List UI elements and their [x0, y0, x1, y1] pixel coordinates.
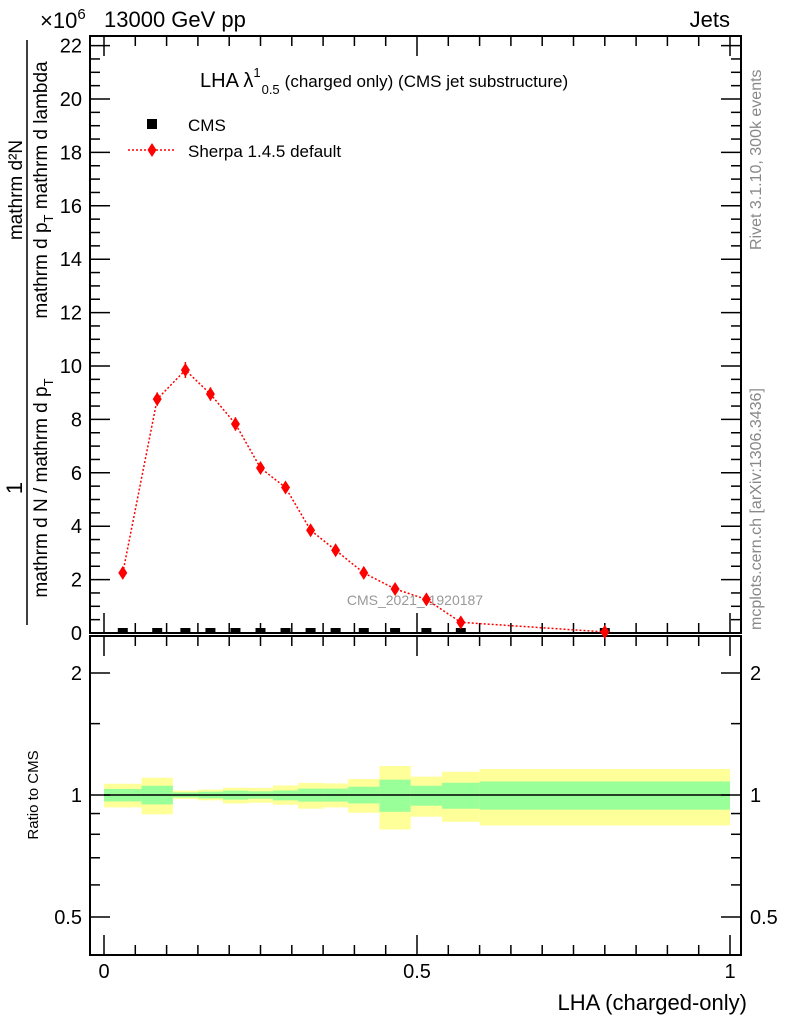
cms-data-point — [455, 628, 466, 634]
y-tick-label: 8 — [71, 409, 82, 431]
cms-data-point — [421, 628, 432, 634]
y-label-numerator-2: mathrm d²N — [6, 140, 27, 240]
y-label-denominator-2: mathrm d pT mathrm d lambda — [31, 61, 56, 319]
y-tick-label: 0 — [71, 623, 82, 645]
legend-sherpa-marker — [147, 143, 157, 157]
ratio-y-tick-label-right: 0.5 — [750, 907, 778, 929]
sherpa-data-point — [456, 615, 466, 630]
sherpa-data-point — [600, 624, 610, 639]
cms-data-point — [230, 628, 241, 634]
sherpa-data-point — [331, 543, 341, 558]
ratio-y-tick-label-left: 2 — [71, 663, 82, 685]
cms-data-point — [152, 628, 163, 634]
x-tick-label: 0.5 — [403, 961, 431, 983]
y-tick-label: 20 — [60, 89, 82, 111]
main-frame — [89, 35, 742, 634]
ratio-y-tick-label-left: 0.5 — [54, 907, 82, 929]
legend-cms-marker — [147, 119, 157, 129]
sherpa-data-point — [118, 565, 128, 580]
cms-data-point — [358, 628, 369, 634]
text-span: mathrm d N / mathrm d p — [31, 386, 52, 597]
text-span: 6 — [77, 6, 85, 23]
cms-data-point — [180, 628, 191, 634]
x-axis-label: LHA (charged-only) — [557, 990, 747, 1015]
ratio-y-tick-label-right: 2 — [750, 663, 761, 685]
cms-data-point — [280, 628, 291, 634]
plot-title: LHA λ10.5 (charged only) (CMS jet substru… — [200, 65, 568, 97]
y-tick-label: 10 — [60, 356, 82, 378]
sherpa-data-point — [390, 581, 400, 596]
ratio-y-tick-label-right: 1 — [750, 785, 761, 807]
sherpa-data-point — [205, 387, 215, 402]
text-span: mathrm d lambda — [31, 61, 52, 215]
legend-sherpa-label: Sherpa 1.4.5 default — [188, 142, 341, 161]
sherpa-data-point — [152, 392, 162, 407]
y-tick-label: 2 — [71, 570, 82, 592]
text-span: 1 — [253, 65, 260, 80]
sherpa-data-point — [230, 416, 240, 431]
y-tick-label: 14 — [60, 249, 82, 271]
y-tick-label: 6 — [71, 463, 82, 485]
text-span: LHA λ — [200, 70, 253, 92]
sherpa-data-point — [256, 460, 265, 475]
mcplots-label: mcplots.cern.ch [arXiv:1306.3436] — [748, 388, 765, 630]
y-tick-label: 22 — [60, 36, 82, 58]
text-span: ×10 — [40, 8, 77, 33]
x-tick-label: 1 — [724, 961, 735, 983]
cms-data-point — [205, 628, 216, 634]
analysis-watermark: CMS_2021_I1920187 — [347, 592, 483, 608]
text-span: mathrm d p — [31, 222, 52, 318]
ratio-y-tick-label-left: 1 — [71, 785, 82, 807]
cms-data-point — [330, 628, 341, 634]
sherpa-data-point — [359, 565, 369, 580]
y-tick-label: 4 — [71, 516, 82, 538]
sherpa-data-point — [421, 592, 431, 607]
y-label-numerator-1: 1 — [2, 482, 27, 494]
y-label-denominator-1: mathrm d N / mathrm d pT — [31, 378, 56, 597]
y-tick-label: 12 — [60, 303, 82, 325]
cms-data-point — [305, 628, 316, 634]
text-span: T — [41, 378, 56, 386]
y-tick-label: 16 — [60, 196, 82, 218]
x-tick-label: 0 — [98, 961, 109, 983]
y-axis-exponent: ×106 — [40, 6, 86, 33]
text-span: (charged only) (CMS jet substructure) — [285, 72, 568, 91]
legend-cms-label: CMS — [188, 116, 226, 135]
cms-data-point — [255, 628, 266, 634]
ratio-y-axis-label: Ratio to CMS — [25, 750, 42, 839]
cms-data-point — [117, 628, 128, 634]
header-process-label: 13000 GeV pp — [104, 7, 246, 32]
cms-data-point — [390, 628, 401, 634]
sherpa-data-point — [281, 480, 291, 495]
text-span: 0.5 — [262, 82, 280, 97]
rivet-version-label: Rivet 3.1.10, 300k events — [748, 69, 765, 250]
sherpa-data-point — [306, 523, 316, 538]
sherpa-data-point — [180, 363, 190, 378]
text-span: T — [41, 214, 56, 222]
header-jets-label: Jets — [690, 7, 730, 32]
y-tick-label: 18 — [60, 142, 82, 164]
